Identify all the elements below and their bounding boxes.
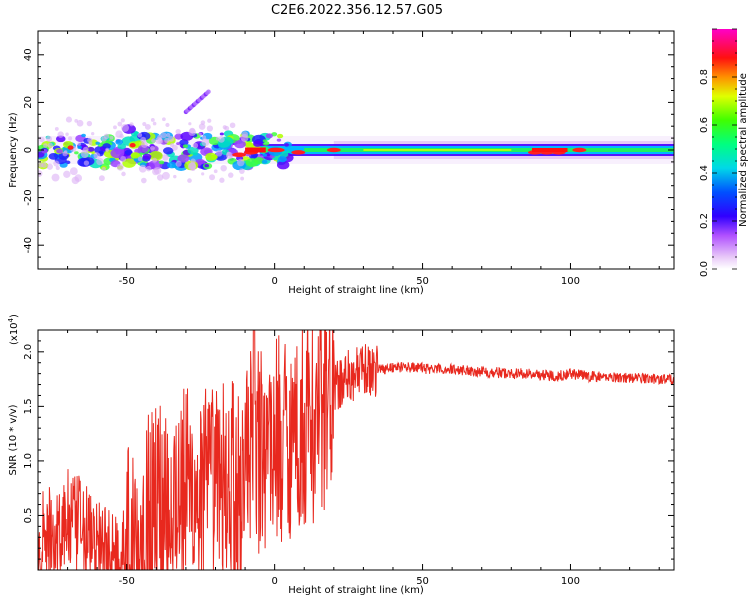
snr-panel: -50 0 50 100 0.5 1.0 1.5 2.0 Height of straight… <box>7 314 675 596</box>
colorbar-gradient <box>712 29 737 269</box>
snr-xlabel: Height of straight line (km) <box>288 585 424 596</box>
spectrogram-ytick-label: 0 <box>23 147 34 153</box>
snr-multiplier: (x104) <box>7 314 20 345</box>
snr-xtick-label: -50 <box>119 576 135 587</box>
snr-multiplier-exp: 4 <box>7 317 15 322</box>
spectrogram-xtick-label: 50 <box>416 276 429 287</box>
snr-ytick-label: 1.5 <box>23 398 34 414</box>
spectrogram-ticks: -50 0 50 100 -40 -20 0 20 40 <box>23 30 674 287</box>
spectrogram-ytick-label: 20 <box>23 96 34 109</box>
spectrogram-ytick-label: 40 <box>23 48 34 61</box>
spectrogram-xtick-label: 100 <box>561 276 580 287</box>
colorbar-label: Normalized spectral amplitude <box>738 73 749 227</box>
colorbar-tick-label: 0.2 <box>699 213 710 229</box>
snr-xtick-label: 50 <box>416 576 429 587</box>
snr-ylabel: SNR (10 * v/v) <box>8 404 19 475</box>
colorbar-tick-label: 0.0 <box>699 261 710 277</box>
snr-ytick-label: 2.0 <box>23 344 34 360</box>
snr-ytick-label: 0.5 <box>23 508 34 524</box>
snr-series-line <box>38 330 674 570</box>
svg-text:(x104): (x104) <box>7 314 20 345</box>
spectrogram-ylabel: Frequency (Hz) <box>8 112 19 188</box>
snr-multiplier-close: ) <box>9 314 20 318</box>
spectrogram-xtick-label: -50 <box>119 276 135 287</box>
spectrogram-ytick-label: -40 <box>23 237 34 253</box>
spectrogram-heatmap <box>38 89 674 185</box>
snr-ytick-label: 1.0 <box>23 453 34 469</box>
colorbar-tick-label: 0.4 <box>699 165 710 181</box>
colorbar-tick-label: 0.6 <box>699 117 710 133</box>
snr-multiplier-base: (x10 <box>9 322 20 345</box>
spectrogram-panel: -50 0 50 100 -40 -20 0 20 40 Height of straight … <box>8 30 675 296</box>
spectrogram-ytick-label: -20 <box>23 189 34 205</box>
snr-xtick-label: 100 <box>561 576 580 587</box>
snr-ticks: -50 0 50 100 0.5 1.0 1.5 2.0 <box>23 329 674 587</box>
snr-xtick-label: 0 <box>271 576 277 587</box>
colorbar-tick-label: 0.8 <box>699 69 710 85</box>
colorbar: 0.0 0.2 0.4 0.6 0.8 Normalized spectral ampl… <box>699 28 749 277</box>
spectrogram-xtick-label: 0 <box>271 276 277 287</box>
figure-title: C2E6.2022.356.12.57.G05 <box>271 3 443 18</box>
spectrogram-xlabel: Height of straight line (km) <box>288 285 424 296</box>
colorbar-ticks: 0.0 0.2 0.4 0.6 0.8 <box>699 28 737 277</box>
